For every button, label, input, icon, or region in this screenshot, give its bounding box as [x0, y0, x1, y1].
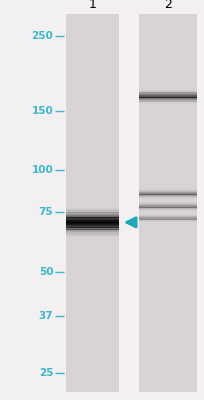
Text: 150: 150 [31, 106, 53, 116]
Text: 100: 100 [31, 165, 53, 175]
Text: 2: 2 [163, 0, 171, 11]
Bar [139, 14, 196, 392]
Text: 1: 1 [88, 0, 96, 11]
Text: 250: 250 [31, 31, 53, 41]
Text: 75: 75 [39, 207, 53, 217]
Text: 37: 37 [39, 311, 53, 321]
Text: 25: 25 [39, 368, 53, 378]
Text: 50: 50 [39, 267, 53, 277]
Bar [65, 14, 118, 392]
